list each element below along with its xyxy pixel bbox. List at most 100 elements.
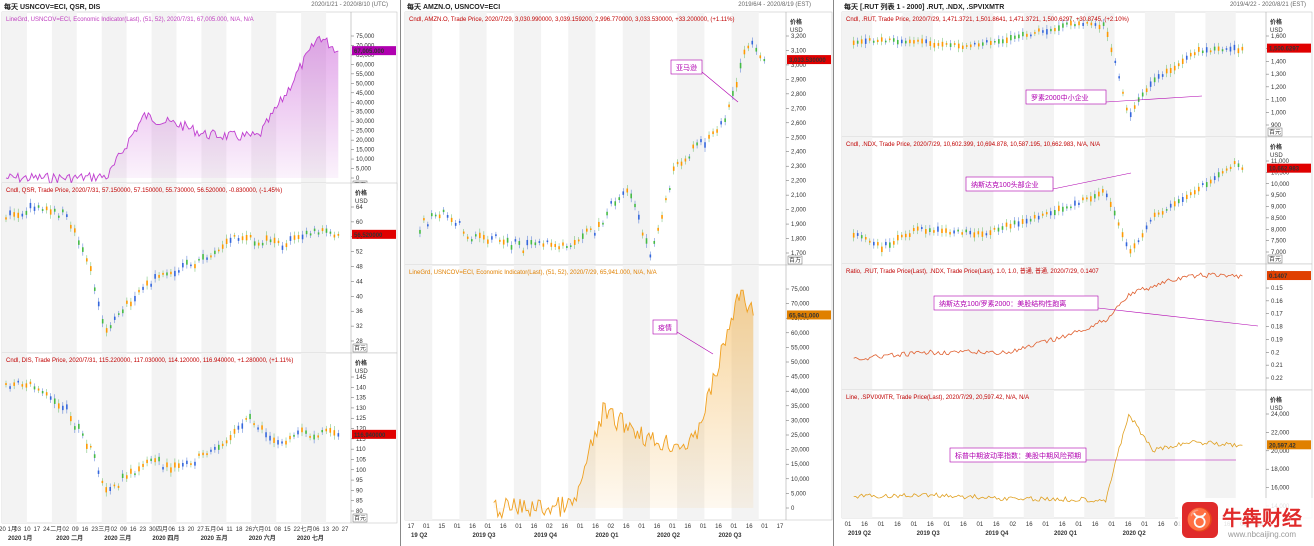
candle-body (1197, 186, 1200, 192)
candle-body (206, 453, 208, 456)
candle-body (669, 188, 671, 191)
candle-body (253, 241, 256, 246)
candle-body (1157, 212, 1160, 215)
candle-body (1241, 46, 1244, 51)
candle-body (309, 233, 312, 236)
y-tick-label: 0.2 (1271, 350, 1280, 356)
candle-body (1161, 74, 1164, 77)
candle-body (969, 44, 972, 48)
y-tick-label: 100 (356, 468, 367, 474)
candle-body (186, 259, 188, 265)
candle-body (900, 39, 903, 44)
candle-body (502, 239, 505, 245)
candle-body (479, 232, 481, 239)
candle-body (945, 228, 947, 233)
candle-body (245, 418, 247, 420)
candle-body (602, 222, 604, 225)
candle-body (419, 229, 421, 234)
annotation-text: 纳斯达克100头部企业 (971, 180, 1039, 189)
candle-body (325, 428, 328, 432)
candle-body (190, 463, 192, 466)
candle-body (929, 228, 931, 233)
candle-body (997, 227, 1000, 232)
x-tick-label: 六月 (252, 525, 264, 533)
annotation-box (933, 295, 1099, 311)
x-tick-label: 01 (669, 524, 676, 530)
chart-panel-left[interactable]: LineGrd, USNCOV=ECI, Economic Indicator(… (0, 0, 401, 546)
candle-body (470, 239, 473, 242)
candle-body (982, 42, 984, 46)
candle-body (90, 445, 92, 448)
x-tick-label: 16 (623, 524, 630, 530)
candle-body (1173, 201, 1176, 207)
candle-body (134, 473, 136, 476)
candle-body (990, 40, 992, 45)
candle-body (53, 398, 56, 404)
y-tick-label: 130 (356, 406, 367, 412)
candle-body (297, 430, 299, 435)
chart-panel-middle[interactable]: Cndl, AMZN.O, Trade Price, 2020/7/29, 3,… (403, 0, 834, 546)
annotation-text: 罗素2000中小企业 (1031, 93, 1089, 102)
x-tick-label: 16 (82, 527, 89, 533)
subchart: Cndl, DIS, Trade Price, 2020/7/31, 115.2… (1, 352, 398, 524)
candle-body (872, 40, 875, 43)
y-tick-label: 60 (356, 220, 363, 226)
candle-body (1161, 211, 1164, 215)
candle-body (126, 300, 128, 304)
candle-body (630, 193, 632, 199)
candle-body (989, 230, 992, 236)
candle-body (474, 234, 477, 237)
candle-body (1098, 191, 1100, 197)
candle-body (688, 156, 691, 159)
candle-body (273, 437, 275, 443)
x-tick-label: 06 (313, 527, 320, 533)
candle-body (1054, 209, 1056, 216)
x-tick-label: 16 (1059, 522, 1066, 528)
candle-body (325, 228, 328, 233)
candle-body (672, 166, 675, 171)
unit-badge (1267, 254, 1283, 264)
candle-body (1229, 166, 1232, 169)
candle-body (70, 416, 72, 422)
candle-body (1070, 20, 1072, 26)
candle-body (1209, 50, 1212, 53)
candle-body (554, 244, 556, 247)
last-value-label: 3,033.530000 (789, 58, 826, 64)
panel-title: 每天 [.RUT 列表 1 - 2000] .RUT, .NDX, .SPVIX… (844, 4, 1005, 11)
y-axis-label: 价格 (355, 359, 368, 367)
candle-body (138, 466, 140, 472)
candle-body (158, 456, 160, 462)
candle-body (920, 227, 923, 230)
candle-body (1118, 76, 1120, 79)
x-tick-label: 01 (1042, 522, 1049, 528)
candle-body (78, 423, 80, 429)
y-tick-label: 125 (356, 416, 367, 422)
candle-body (876, 39, 879, 43)
candle-body (1137, 240, 1140, 243)
candle-body (856, 233, 859, 236)
x-year-label: 2020 Q2 (657, 533, 681, 539)
candle-body (708, 134, 710, 139)
candle-body (732, 90, 734, 96)
candle-body (610, 201, 612, 204)
panel-date-range: 2020/1/21 - 2020/8/10 (UTC) (311, 2, 388, 8)
y-tick-label: 70,000 (791, 302, 810, 308)
y-tick-label: 35,000 (791, 404, 810, 410)
y-tick-label: 20,000 (791, 448, 810, 454)
y-tick-label: 5,000 (791, 491, 807, 497)
y-tick-label: 1,600 (1271, 34, 1287, 40)
panel-date-range: 2019/6/4 - 2020/8/19 (EST) (738, 2, 811, 8)
grid-stripe (201, 353, 227, 523)
annotation-box (670, 59, 703, 75)
candle-body (860, 235, 863, 239)
y-tick-label: 10,000 (356, 157, 375, 163)
candle-body (5, 383, 7, 386)
candle-body (994, 41, 996, 43)
candle-body (969, 230, 972, 235)
candle-body (265, 432, 267, 438)
grid-stripe (677, 12, 705, 265)
candle-body (57, 403, 60, 409)
chart-panel-right[interactable]: Cndl, .RUT, Trade Price, 2020/7/29, 1,47… (840, 0, 1314, 546)
candle-body (142, 286, 144, 290)
candle-body (237, 238, 240, 241)
